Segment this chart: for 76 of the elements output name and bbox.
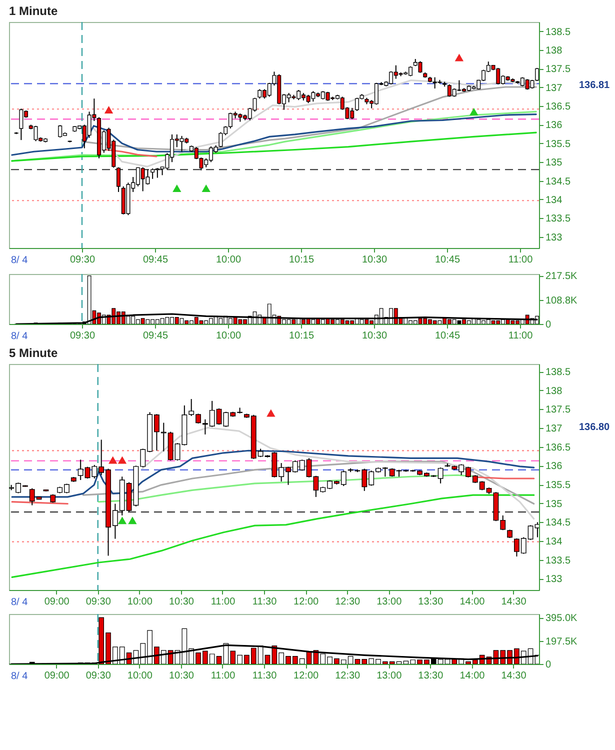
y-tick-label: 138 xyxy=(546,46,563,57)
y-tick-label: 133 xyxy=(546,574,563,586)
x-tick-label: 10:00 xyxy=(216,330,242,342)
y-tick-label: 135 xyxy=(546,498,563,510)
y-tick-label: 133.5 xyxy=(546,214,571,225)
x-tick-label: 10:45 xyxy=(435,330,460,342)
x-tick-label: 09:00 xyxy=(44,670,70,682)
y-tick-label: 134 xyxy=(546,536,563,548)
x-tick-label: 10:00 xyxy=(216,254,242,266)
y-tick-label: 137 xyxy=(546,82,563,94)
y-tick-label: 134 xyxy=(546,194,563,206)
x-tick-label: 10:00 xyxy=(127,670,153,682)
x-tick-label: 10:30 xyxy=(362,254,388,266)
x-tick-label: 10:30 xyxy=(362,330,388,342)
y-tick-label: 395.0K xyxy=(546,613,578,624)
y-tick-label: 137.5 xyxy=(546,404,571,416)
y-tick-label: 0 xyxy=(546,320,552,330)
x-tick-label: 14:30 xyxy=(501,670,527,682)
x-tick-label: 10:15 xyxy=(288,330,314,342)
y-tick-label: 197.5K xyxy=(546,636,578,648)
chart-title: 1 Minute xyxy=(9,4,58,18)
x-tick-label: 10:30 xyxy=(168,596,194,608)
y-tick-label: 136.5 xyxy=(546,102,571,113)
text: 8/ 4 xyxy=(11,671,28,682)
x-tick-label: 14:00 xyxy=(460,596,486,608)
y-tick-label: 137.5 xyxy=(546,64,571,76)
y-tick-label: 0 xyxy=(546,660,552,670)
x-tick-label: 11:00 xyxy=(508,330,534,342)
x-tick-label: 14:00 xyxy=(460,670,486,682)
x-tick-label: 13:30 xyxy=(418,670,444,682)
x-tick-label: 11:30 xyxy=(252,670,278,682)
x-tick-label: 12:30 xyxy=(335,596,361,608)
x-tick-label: 13:00 xyxy=(376,670,402,682)
y-tick-label: 137 xyxy=(546,424,563,435)
text: 8/ 4 xyxy=(11,331,28,342)
x-tick-label: 12:00 xyxy=(294,670,320,682)
y-tick-label: 217.5K xyxy=(546,271,578,282)
y-tick-label: 135.5 xyxy=(546,138,571,150)
y-tick-label: 138.5 xyxy=(546,26,571,38)
text: 8/ 4 xyxy=(11,597,28,608)
text: 136.80 xyxy=(579,422,610,433)
x-tick-label: 09:45 xyxy=(142,330,168,342)
x-tick-label: 09:30 xyxy=(86,596,112,608)
x-tick-label: 10:15 xyxy=(288,254,314,266)
x-tick-label: 10:30 xyxy=(168,670,194,682)
x-tick-label: 10:00 xyxy=(127,596,153,608)
x-tick-label: 12:30 xyxy=(335,670,361,682)
y-tick-label: 138 xyxy=(546,386,563,397)
y-tick-label: 138.5 xyxy=(546,367,571,378)
text: 136.81 xyxy=(579,80,610,91)
y-tick-label: 133 xyxy=(546,232,563,244)
y-tick-label: 136.5 xyxy=(546,442,571,454)
y-tick-label: 134.5 xyxy=(546,176,571,188)
y-tick-label: 134.5 xyxy=(546,518,571,529)
y-tick-label: 133.5 xyxy=(546,555,571,566)
y-tick-label: 135.5 xyxy=(546,480,571,492)
x-tick-label: 13:30 xyxy=(418,596,444,608)
x-tick-label: 11:00 xyxy=(508,254,534,266)
x-tick-label: 11:30 xyxy=(252,596,278,608)
x-tick-label: 11:00 xyxy=(210,670,236,682)
x-tick-label: 11:00 xyxy=(210,596,236,608)
y-tick-label: 108.8K xyxy=(546,295,578,306)
text: 8/ 4 xyxy=(11,255,28,266)
x-tick-label: 09:30 xyxy=(70,254,96,266)
x-tick-label: 09:30 xyxy=(86,670,112,682)
y-tick-label: 135 xyxy=(546,158,563,169)
x-tick-label: 09:00 xyxy=(44,596,70,608)
y-tick-label: 136 xyxy=(546,120,563,132)
x-tick-label: 10:45 xyxy=(435,254,460,266)
x-tick-label: 13:00 xyxy=(376,596,402,608)
x-tick-label: 09:45 xyxy=(142,254,168,266)
x-tick-label: 14:30 xyxy=(501,596,527,608)
y-tick-label: 136 xyxy=(546,461,563,472)
chart-title: 5 Minute xyxy=(9,346,58,360)
x-tick-label: 12:00 xyxy=(294,596,320,608)
x-tick-label: 09:30 xyxy=(70,330,96,342)
